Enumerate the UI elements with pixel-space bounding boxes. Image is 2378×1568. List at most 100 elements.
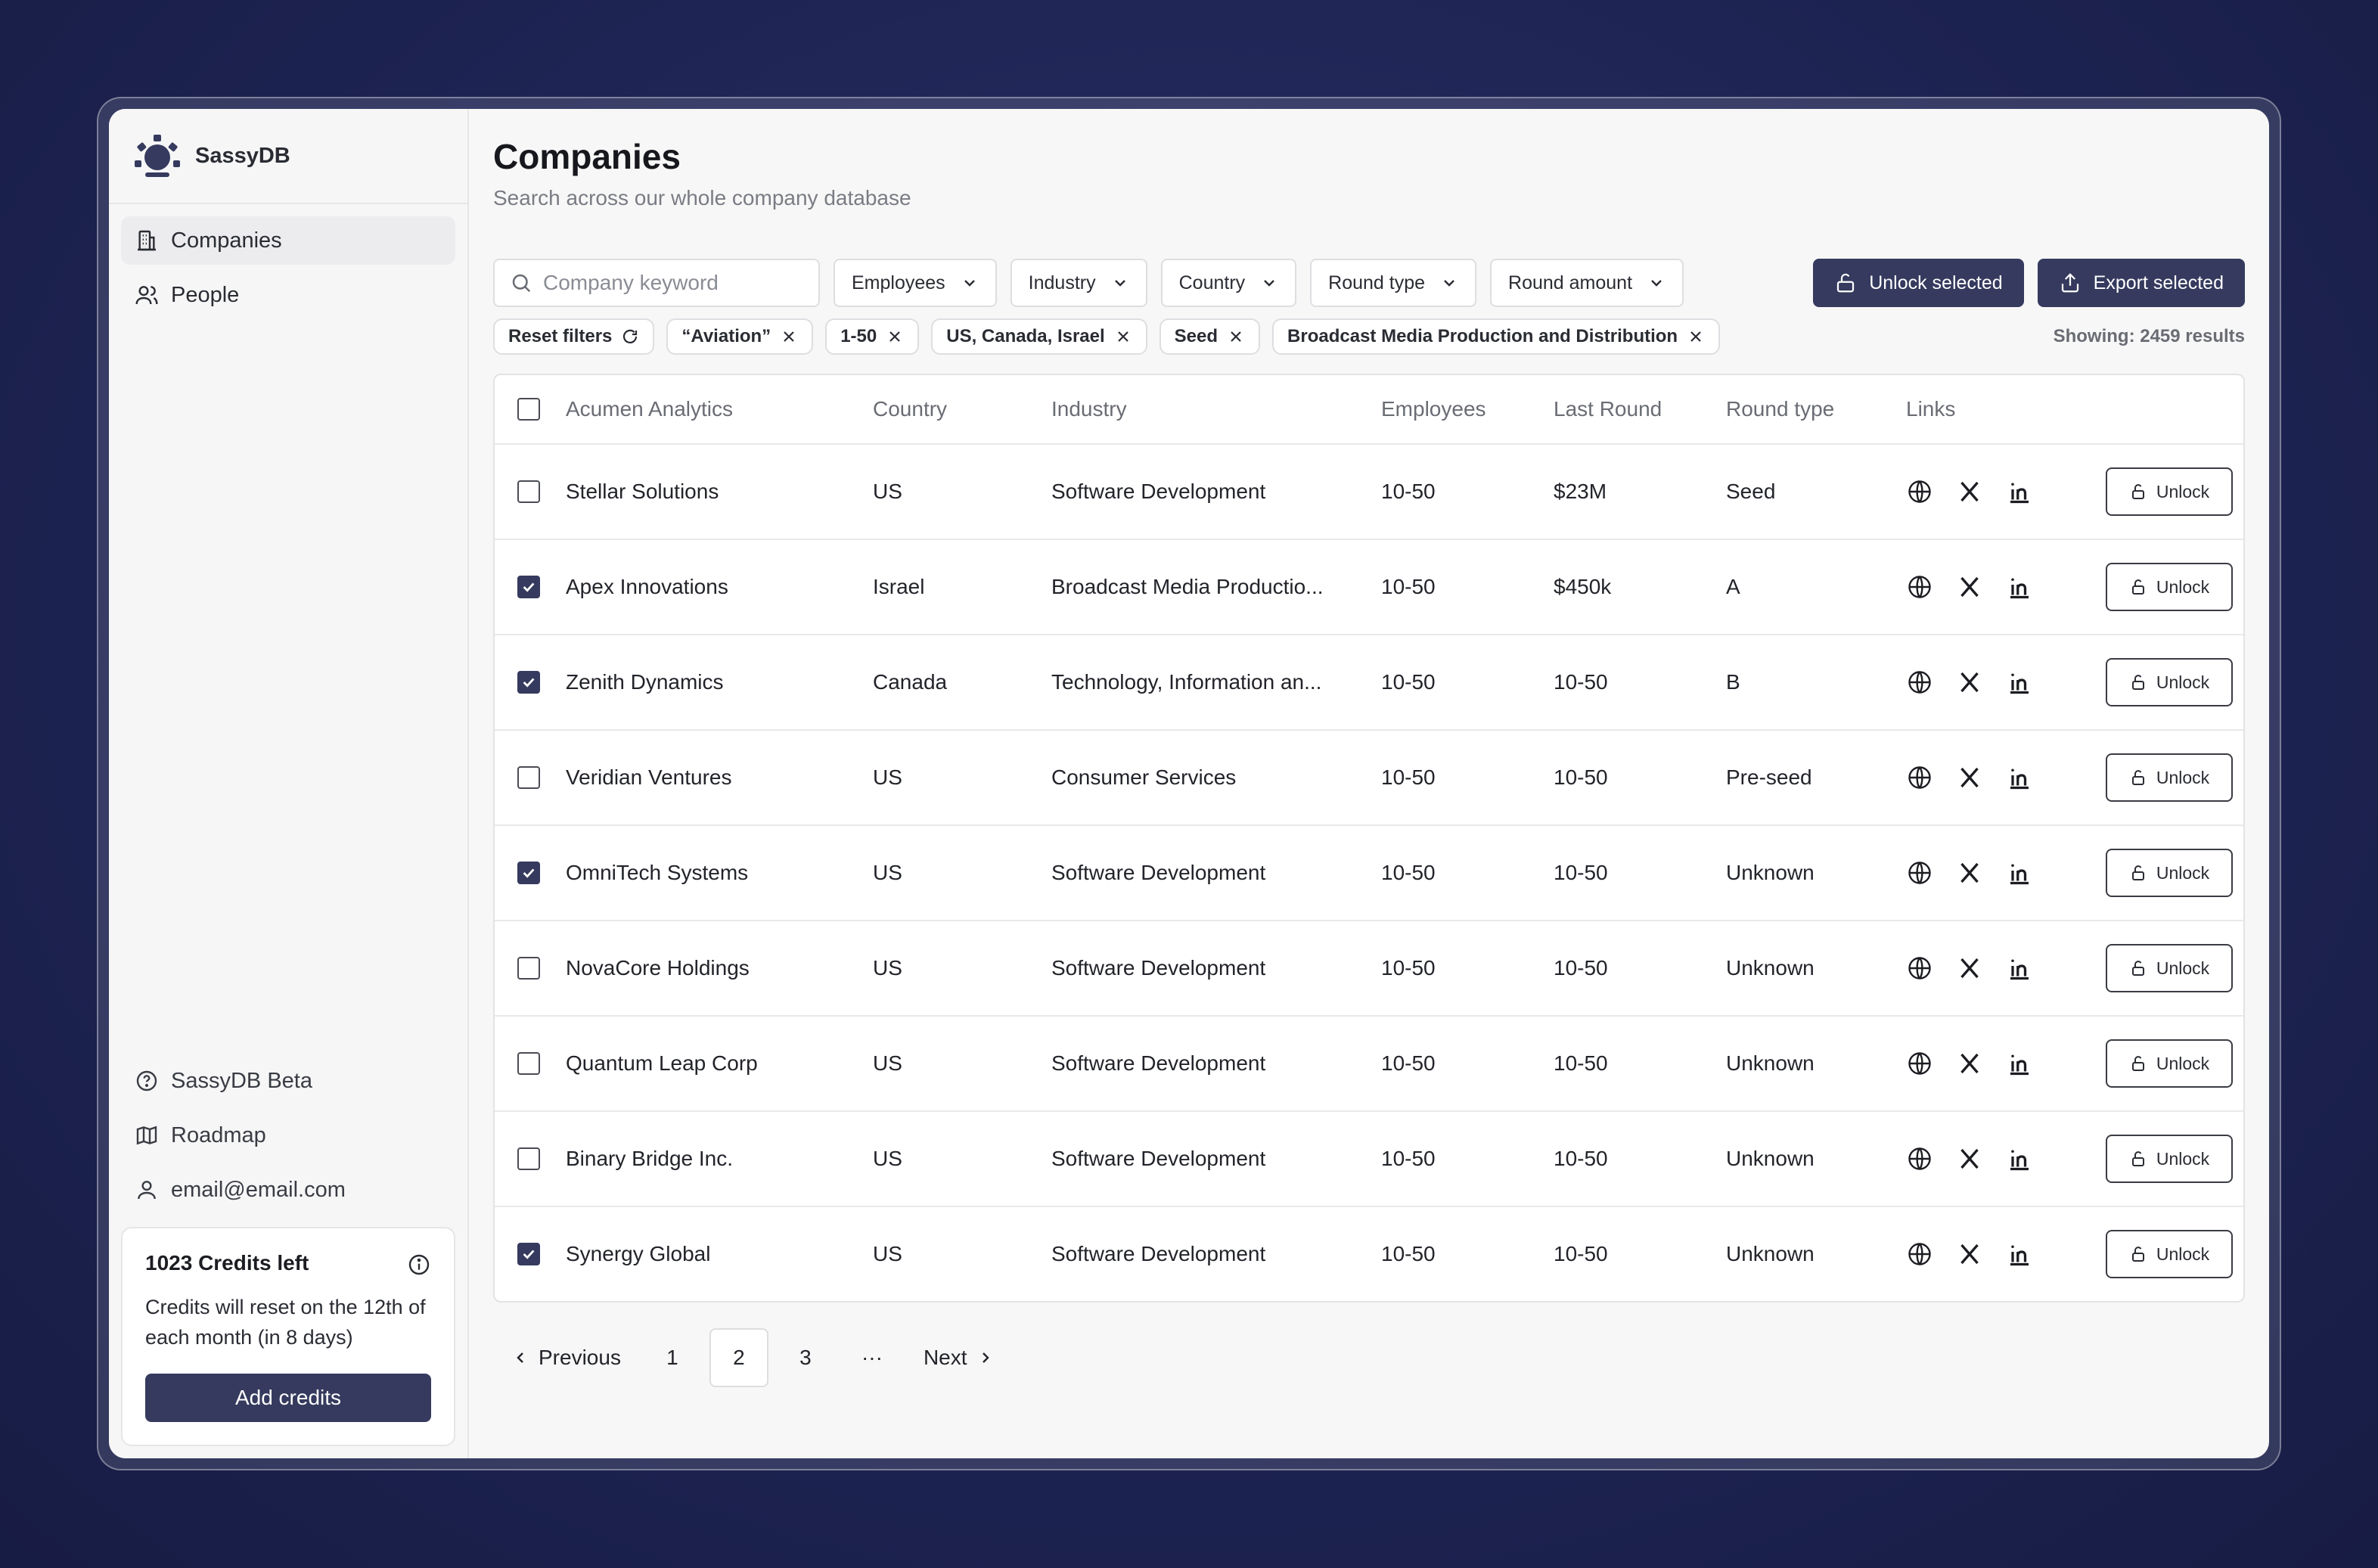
- globe-icon[interactable]: [1906, 478, 1933, 505]
- globe-icon[interactable]: [1906, 1145, 1933, 1172]
- row-checkbox[interactable]: [517, 671, 540, 694]
- close-icon[interactable]: [1227, 328, 1245, 346]
- close-icon[interactable]: [780, 328, 798, 346]
- linkedin-icon[interactable]: [2006, 955, 2033, 982]
- row-checkbox[interactable]: [517, 957, 540, 980]
- company-last-round: 10-50: [1554, 765, 1608, 789]
- linkedin-icon[interactable]: [2006, 1240, 2033, 1268]
- row-checkbox[interactable]: [517, 862, 540, 884]
- x-twitter-icon[interactable]: [1956, 764, 1983, 791]
- nav-label-roadmap: Roadmap: [171, 1122, 266, 1147]
- nav-item-account[interactable]: email@email.com: [121, 1163, 455, 1216]
- select-all-checkbox[interactable]: [517, 398, 540, 421]
- column-header-round-type[interactable]: Round type: [1726, 397, 1835, 421]
- x-twitter-icon[interactable]: [1956, 1145, 1983, 1172]
- x-twitter-icon[interactable]: [1956, 669, 1983, 696]
- globe-icon[interactable]: [1906, 1050, 1933, 1077]
- nav-item-people[interactable]: People: [121, 271, 455, 319]
- globe-icon[interactable]: [1906, 764, 1933, 791]
- close-icon[interactable]: [1687, 328, 1705, 346]
- globe-icon[interactable]: [1906, 859, 1933, 886]
- linkedin-icon[interactable]: [2006, 669, 2033, 696]
- column-header-name[interactable]: Acumen Analytics: [566, 397, 733, 421]
- table-row[interactable]: Zenith Dynamics Canada Technology, Informa…: [495, 634, 2243, 729]
- add-credits-button[interactable]: Add credits: [145, 1374, 431, 1422]
- previous-page-button[interactable]: Previous: [493, 1328, 639, 1387]
- globe-icon[interactable]: [1906, 1240, 1933, 1268]
- table-row[interactable]: Synergy Global US Software Development 10-5…: [495, 1206, 2243, 1301]
- employees-dropdown[interactable]: Employees: [834, 259, 997, 307]
- x-twitter-icon[interactable]: [1956, 1050, 1983, 1077]
- row-checkbox[interactable]: [517, 1147, 540, 1170]
- column-header-last-round[interactable]: Last Round: [1554, 397, 1662, 421]
- x-twitter-icon[interactable]: [1956, 1240, 1983, 1268]
- table-row[interactable]: Quantum Leap Corp US Software Development 1…: [495, 1015, 2243, 1110]
- export-selected-button[interactable]: Export selected: [2037, 259, 2245, 307]
- x-twitter-icon[interactable]: [1956, 573, 1983, 601]
- filter-chip-keyword[interactable]: “Aviation”: [666, 318, 814, 355]
- table-row[interactable]: OmniTech Systems US Software Development 10…: [495, 824, 2243, 920]
- country-dropdown[interactable]: Country: [1160, 259, 1297, 307]
- industry-dropdown[interactable]: Industry: [1010, 259, 1147, 307]
- nav-item-roadmap[interactable]: Roadmap: [121, 1109, 455, 1162]
- row-checkbox[interactable]: [517, 1243, 540, 1265]
- globe-icon[interactable]: [1906, 573, 1933, 601]
- x-twitter-icon[interactable]: [1956, 955, 1983, 982]
- column-header-industry[interactable]: Industry: [1051, 397, 1127, 421]
- x-twitter-icon[interactable]: [1956, 859, 1983, 886]
- linkedin-icon[interactable]: [2006, 859, 2033, 886]
- more-pages-ellipsis: ···: [861, 1346, 883, 1369]
- company-country: US: [873, 1147, 902, 1170]
- unlock-row-button[interactable]: Unlock: [2106, 658, 2233, 706]
- close-icon[interactable]: [1114, 328, 1132, 346]
- app-name: SassyDB: [195, 143, 290, 168]
- row-checkbox[interactable]: [517, 1052, 540, 1075]
- unlock-row-button[interactable]: Unlock: [2106, 467, 2233, 516]
- info-icon[interactable]: [407, 1253, 431, 1277]
- page-1-button[interactable]: 1: [666, 1346, 678, 1369]
- chevron-right-icon: [982, 1352, 989, 1363]
- filter-chip-employees[interactable]: 1-50: [825, 318, 920, 355]
- column-header-employees[interactable]: Employees: [1381, 397, 1486, 421]
- x-twitter-icon[interactable]: [1956, 478, 1983, 505]
- filter-chip-round-type[interactable]: Seed: [1159, 318, 1261, 355]
- next-page-button[interactable]: Next: [905, 1328, 1013, 1387]
- linkedin-icon[interactable]: [2006, 1050, 2033, 1077]
- row-checkbox[interactable]: [517, 576, 540, 598]
- column-header-country[interactable]: Country: [873, 397, 948, 421]
- unlock-selected-button[interactable]: Unlock selected: [1813, 259, 2024, 307]
- row-checkbox[interactable]: [517, 480, 540, 503]
- page-3-button[interactable]: 3: [799, 1346, 812, 1369]
- linkedin-icon[interactable]: [2006, 478, 2033, 505]
- search-input[interactable]: [543, 271, 815, 295]
- unlock-row-button[interactable]: Unlock: [2106, 1039, 2233, 1088]
- globe-icon[interactable]: [1906, 955, 1933, 982]
- reset-filters-button[interactable]: Reset filters: [493, 318, 655, 355]
- table-row[interactable]: Veridian Ventures US Consumer Services 10-5…: [495, 729, 2243, 824]
- company-employees: 10-50: [1381, 575, 1436, 598]
- round-type-dropdown[interactable]: Round type: [1310, 259, 1477, 307]
- unlock-row-button[interactable]: Unlock: [2106, 849, 2233, 897]
- unlock-row-button[interactable]: Unlock: [2106, 944, 2233, 992]
- unlock-row-button[interactable]: Unlock: [2106, 1230, 2233, 1278]
- linkedin-icon[interactable]: [2006, 573, 2033, 601]
- linkedin-icon[interactable]: [2006, 764, 2033, 791]
- unlock-row-button[interactable]: Unlock: [2106, 753, 2233, 802]
- filter-chip-industry[interactable]: Broadcast Media Production and Distribut…: [1272, 318, 1721, 355]
- table-row[interactable]: Apex Innovations Israel Broadcast Media Pr…: [495, 539, 2243, 634]
- linkedin-icon[interactable]: [2006, 1145, 2033, 1172]
- nav-item-beta[interactable]: SassyDB Beta: [121, 1054, 455, 1107]
- globe-icon[interactable]: [1906, 669, 1933, 696]
- table-row[interactable]: NovaCore Holdings US Software Development 1…: [495, 920, 2243, 1015]
- row-checkbox[interactable]: [517, 766, 540, 789]
- nav-item-companies[interactable]: Companies: [121, 216, 455, 265]
- unlock-row-button[interactable]: Unlock: [2106, 563, 2233, 611]
- table-row[interactable]: Stellar Solutions US Software Development 1…: [495, 443, 2243, 539]
- table-row[interactable]: Binary Bridge Inc. US Software Development…: [495, 1110, 2243, 1206]
- unlock-row-button[interactable]: Unlock: [2106, 1135, 2233, 1183]
- filter-chip-country[interactable]: US, Canada, Israel: [931, 318, 1147, 355]
- page-2-button[interactable]: 2: [709, 1328, 768, 1387]
- round-amount-dropdown[interactable]: Round amount: [1490, 259, 1684, 307]
- brand[interactable]: SassyDB: [109, 109, 467, 204]
- close-icon[interactable]: [886, 328, 904, 346]
